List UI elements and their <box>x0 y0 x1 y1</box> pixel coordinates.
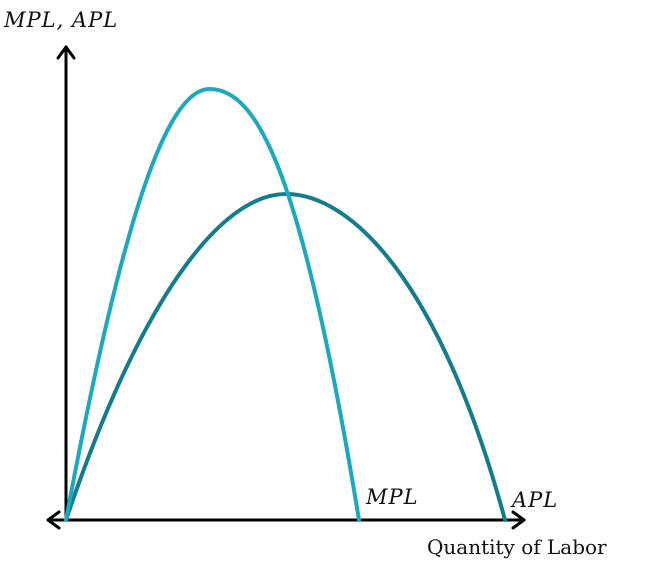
x-axis-arrowhead-right <box>511 510 526 530</box>
apl-curve <box>64 191 507 522</box>
x-axis-arrowhead-left <box>46 510 61 530</box>
mpl-curve-label: MPL <box>365 485 419 509</box>
y-axis-arrowhead <box>56 45 76 60</box>
y-axis-label: MPL, APL <box>3 8 118 32</box>
axes <box>46 45 526 530</box>
mpl-curve <box>64 86 361 522</box>
x-axis-label: Quantity of Labor <box>427 535 607 559</box>
apl-curve-label: APL <box>510 488 558 512</box>
